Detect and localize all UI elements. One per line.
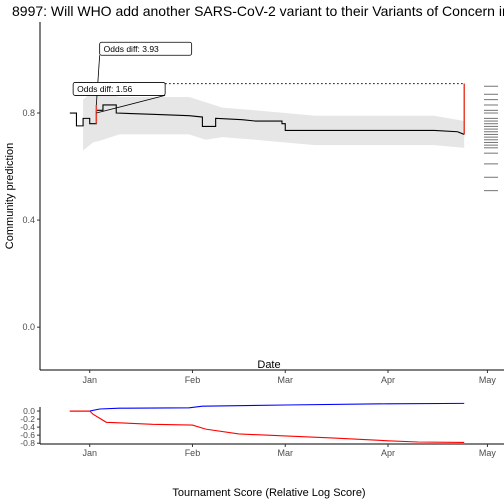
score-axes: 0.0-0.2-0.4-0.6-0.8 Jan Feb Mar Apr May	[20, 406, 504, 458]
prediction-series	[69, 104, 465, 135]
annotation-box	[72, 82, 166, 96]
annotation-box	[99, 41, 193, 56]
x-tick-label: Jan	[82, 375, 97, 385]
prediction-line	[69, 104, 465, 135]
score-y-tick-label: -0.4	[20, 422, 35, 432]
score-x-tick-label: Apr	[381, 448, 395, 458]
annotation-label: Odds diff: 3.93	[104, 44, 159, 54]
score-line	[69, 410, 465, 443]
y-tick-label: 0.8	[22, 108, 35, 118]
score-y-tick-label: -0.6	[20, 430, 35, 440]
annotation-label: Odds diff: 1.56	[77, 84, 132, 94]
score-y-tick-label: -0.8	[20, 438, 35, 448]
score-y-tick-label: -0.2	[20, 414, 35, 424]
score-series	[69, 402, 465, 443]
annotation-leader	[95, 55, 101, 106]
main-axes: 0.0 0.4 0.8 Jan Feb Mar Apr May	[22, 22, 504, 385]
score-x-tick-label: Mar	[278, 448, 294, 458]
y-axis-label: Community prediction	[4, 143, 16, 249]
score-x-tick-label: Jan	[82, 448, 97, 458]
annotation-leader	[96, 95, 166, 114]
x-tick-label: May	[479, 375, 497, 385]
score-x-tick-label: May	[479, 448, 497, 458]
y-tick-label: 0.4	[22, 215, 35, 225]
chart-title: 8997: Will WHO add another SARS-CoV-2 va…	[12, 3, 504, 19]
x-axis-label: Date	[257, 359, 280, 371]
score-x-tick-label: Feb	[185, 448, 201, 458]
score-line	[69, 402, 465, 412]
score-y-tick-label: 0.0	[23, 406, 35, 416]
x-tick-label: Mar	[278, 375, 294, 385]
y-tick-label: 0.0	[22, 322, 35, 332]
x-tick-label: Feb	[185, 375, 201, 385]
score-x-axis-label: Tournament Score (Relative Log Score)	[172, 487, 365, 499]
x-tick-label: Apr	[381, 375, 395, 385]
score-plot-panel: 0.0-0.2-0.4-0.6-0.8 Jan Feb Mar Apr May	[20, 402, 504, 458]
forecast-ticks	[484, 85, 498, 192]
annotations: Odds diff: 3.93 Odds diff: 1.56	[72, 41, 193, 114]
main-plot-panel: Odds diff: 3.93 Odds diff: 1.56 0.0 0.4 0.8…	[22, 22, 504, 385]
red-markers	[95, 83, 465, 135]
